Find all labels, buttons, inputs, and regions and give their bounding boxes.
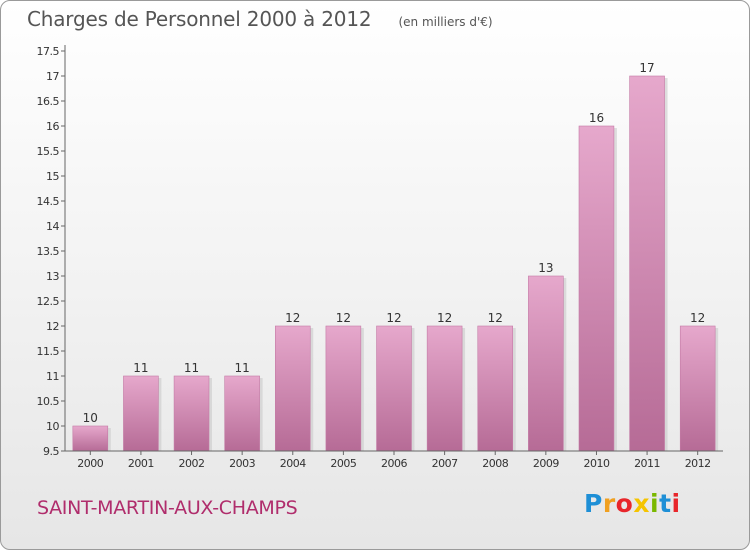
bar-2012	[679, 325, 716, 452]
y-tick-label: 16	[46, 120, 59, 133]
logo-letter: x	[633, 489, 650, 518]
bar-2005	[325, 325, 362, 452]
x-tick-label-2010: 2010	[583, 457, 609, 470]
logo-letter: r	[602, 489, 616, 518]
data-label-2000: 10	[83, 411, 98, 425]
logo-letter: t	[659, 489, 672, 518]
bar-2009	[528, 275, 564, 452]
x-tick-label-2001: 2001	[128, 457, 154, 470]
y-tick-label: 12	[46, 320, 59, 333]
commune-name: SAINT-MARTIN-AUX-CHAMPS	[37, 497, 298, 519]
y-tick-label: 13	[46, 270, 59, 283]
chart-subtitle: (en milliers d'€)	[398, 15, 493, 29]
data-label-2002: 11	[184, 361, 199, 375]
x-tick-label-2004: 2004	[280, 457, 306, 470]
axes: 9.5 10 10.5 11 11.5 12 12.5 13 13.5 14 14.5 15 15.5 1…	[37, 45, 723, 470]
data-label-2011: 17	[639, 61, 654, 75]
x-tick-label-2006: 2006	[381, 457, 407, 470]
x-tick-label-2002: 2002	[179, 457, 205, 470]
x-tick-label-2005: 2005	[330, 457, 356, 470]
logo-letter: i	[671, 489, 681, 518]
logo-letter: i	[650, 489, 660, 518]
data-label-2001: 11	[133, 361, 148, 375]
x-tick-label-2003: 2003	[229, 457, 255, 470]
bar-2000	[72, 425, 109, 452]
chart-title-area: Charges de Personnel 2000 à 2012 (en mil…	[27, 7, 493, 31]
data-label-2009: 13	[538, 261, 553, 275]
bar-2011	[629, 75, 665, 452]
y-tick-label: 15.5	[37, 145, 60, 158]
bar-2007	[426, 325, 463, 452]
data-label-2010: 16	[589, 111, 604, 125]
y-tick-label: 16.5	[37, 95, 60, 108]
bar-2002	[173, 375, 210, 452]
data-label-2006: 12	[386, 311, 401, 325]
data-label-2007: 12	[437, 311, 452, 325]
y-tick-label: 11	[46, 370, 59, 383]
y-tick-label: 17	[46, 70, 59, 83]
bar-2003	[224, 375, 260, 452]
data-label-2008: 12	[488, 311, 503, 325]
x-tick-label-2000: 2000	[77, 457, 103, 470]
y-tick-label: 9.5	[43, 445, 59, 458]
data-label-2004: 12	[285, 311, 300, 325]
y-tick-label: 14	[46, 220, 59, 233]
logo-letter: P	[584, 489, 603, 518]
y-tick-label: 17.5	[37, 45, 60, 58]
bar-2010	[578, 125, 615, 452]
x-tick-label-2011: 2011	[634, 457, 660, 470]
logo-letter: o	[615, 489, 634, 518]
x-tick-label-2007: 2007	[432, 457, 458, 470]
x-tick-label-2008: 2008	[482, 457, 508, 470]
y-tick-label: 12.5	[37, 295, 60, 308]
y-tick-label: 14.5	[37, 195, 60, 208]
x-tick-label-2009: 2009	[533, 457, 559, 470]
y-tick-label: 10.5	[37, 395, 60, 408]
y-tick-label: 15	[46, 170, 59, 183]
bars-layer: 10 11 11 11 12 12 12 12 12 13 16 17 12	[72, 61, 719, 452]
bar-2008	[477, 325, 513, 452]
y-tick-label: 11.5	[37, 345, 60, 358]
data-label-2005: 12	[336, 311, 351, 325]
bar-2001	[123, 375, 159, 452]
y-tick-label: 10	[46, 420, 59, 433]
chart-title: Charges de Personnel 2000 à 2012	[27, 7, 372, 31]
data-label-2003: 11	[235, 361, 250, 375]
y-tick-label: 13.5	[37, 245, 60, 258]
data-label-2012: 12	[690, 311, 705, 325]
x-tick-label-2012: 2012	[685, 457, 711, 470]
bar-2006	[376, 325, 412, 452]
proxiti-logo[interactable]: Proxiti	[584, 489, 681, 518]
bar-2004	[275, 325, 311, 452]
